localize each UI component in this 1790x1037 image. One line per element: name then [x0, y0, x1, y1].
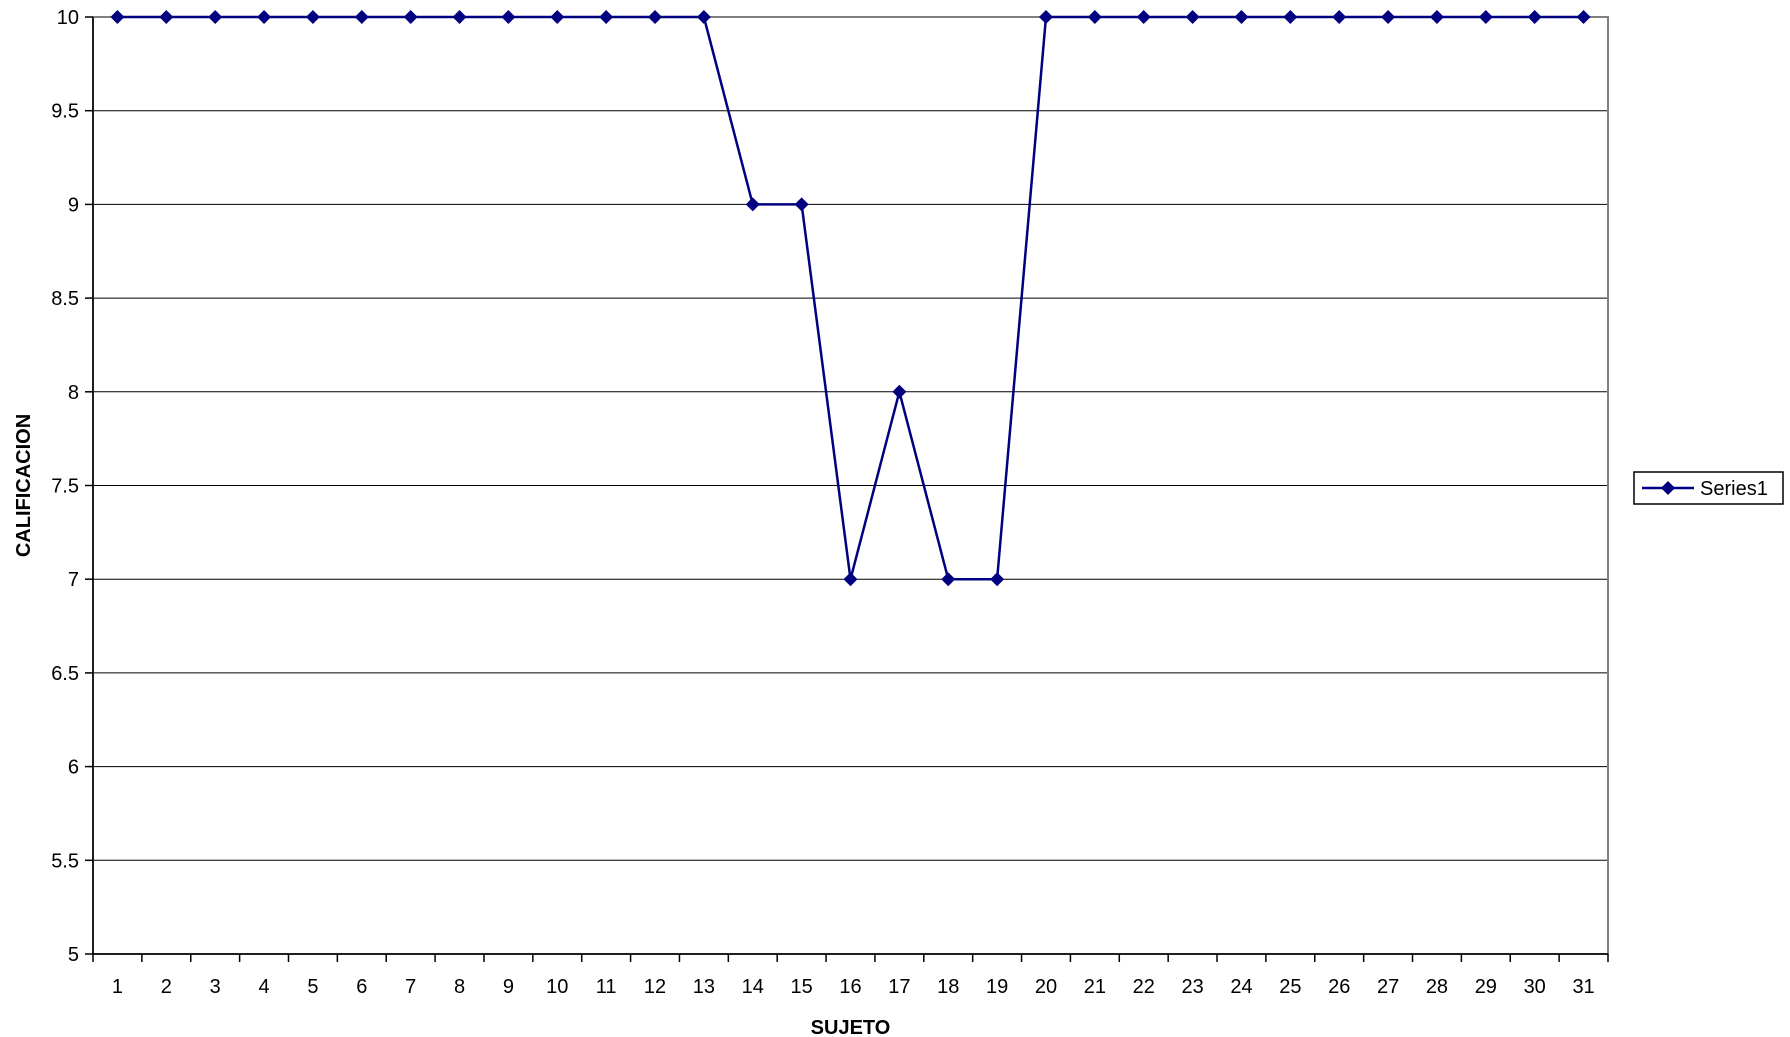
- data-point: [990, 572, 1005, 587]
- x-tick-label: 12: [644, 976, 666, 998]
- x-tick-label: 20: [1035, 976, 1057, 998]
- data-point: [354, 10, 369, 24]
- data-point: [257, 10, 272, 24]
- y-tick-label: 7.5: [51, 476, 79, 498]
- x-tick-label: 25: [1279, 976, 1301, 998]
- y-tick-label: 5: [68, 944, 79, 966]
- data-point: [1185, 10, 1200, 24]
- x-tick-label: 26: [1328, 976, 1350, 998]
- y-tick-label: 9: [68, 194, 79, 216]
- x-tick-label: 17: [888, 976, 910, 998]
- x-tick-label: 4: [258, 976, 269, 998]
- x-tick-label: 11: [596, 976, 617, 998]
- data-point: [696, 10, 711, 24]
- x-tick-label: 22: [1133, 976, 1155, 998]
- data-point: [159, 10, 174, 24]
- y-tick-label: 5.5: [51, 850, 79, 872]
- data-point: [1136, 10, 1151, 24]
- x-tick-label: 30: [1524, 976, 1546, 998]
- y-tick-label: 10: [57, 7, 79, 29]
- data-point: [892, 384, 907, 399]
- x-tick-label: 21: [1084, 976, 1106, 998]
- y-tick-label: 8.5: [51, 288, 79, 310]
- data-point: [1038, 10, 1053, 24]
- data-point: [1429, 10, 1444, 24]
- series-layer: [110, 10, 1591, 587]
- x-tick-label: 13: [693, 976, 715, 998]
- data-point: [1381, 10, 1396, 24]
- x-tick-label: 18: [937, 976, 959, 998]
- data-point: [941, 572, 956, 587]
- x-tick-label: 15: [791, 976, 813, 998]
- x-axis-tick-labels: 1 2 3 4 5 6 7 8 9 10 11 12 13 14 15 16 17 18 19 20 21 22 23 24 2…: [112, 976, 1595, 998]
- x-tick-label: 14: [742, 976, 764, 998]
- data-point: [1478, 10, 1493, 24]
- x-tick-label: 3: [210, 976, 221, 998]
- data-point: [452, 10, 467, 24]
- x-tick-label: 19: [986, 976, 1008, 998]
- x-tick-label: 28: [1426, 976, 1448, 998]
- x-tick-label: 6: [356, 976, 367, 998]
- data-point: [1283, 10, 1298, 24]
- x-tick-label: 7: [405, 976, 416, 998]
- x-tick-label: 8: [454, 976, 465, 998]
- x-tick-label: 5: [307, 976, 318, 998]
- data-point: [403, 10, 418, 24]
- y-tick-label: 9.5: [51, 101, 79, 123]
- x-tick-label: 27: [1377, 976, 1399, 998]
- legend-entry-series1: Series1: [1700, 478, 1768, 500]
- data-point: [794, 197, 809, 212]
- grid-lines: [93, 16, 1608, 955]
- x-tick-label: 2: [161, 976, 172, 998]
- legend-marker-diamond: [1661, 481, 1675, 495]
- y-axis-title: CALIFICACION: [13, 414, 35, 557]
- data-point: [648, 10, 663, 24]
- data-point: [1576, 10, 1591, 24]
- data-point: [745, 197, 760, 212]
- data-point: [550, 10, 565, 24]
- data-point: [1234, 10, 1249, 24]
- data-point: [1527, 10, 1542, 24]
- x-tick-label: 1: [112, 976, 123, 998]
- data-point: [843, 572, 858, 587]
- data-point: [1332, 10, 1347, 24]
- y-tick-label: 6: [68, 757, 79, 779]
- x-tick-label: 16: [839, 976, 861, 998]
- y-tick-label: 8: [68, 382, 79, 404]
- x-tick-label: 10: [546, 976, 568, 998]
- axes: [85, 16, 1609, 962]
- data-point: [208, 10, 223, 24]
- x-axis-title: SUJETO: [811, 1017, 891, 1037]
- y-tick-label: 6.5: [51, 663, 79, 685]
- x-tick-label: 23: [1181, 976, 1203, 998]
- data-point: [110, 10, 125, 24]
- legend: Series1: [1633, 471, 1784, 505]
- x-tick-label: 9: [503, 976, 514, 998]
- data-point: [501, 10, 516, 24]
- x-tick-label: 24: [1230, 976, 1252, 998]
- y-axis-tick-labels: 5 5.5 6 6.5 7 7.5 8 8.5 9 9.5 10: [51, 7, 79, 966]
- data-point: [599, 10, 614, 24]
- data-point: [305, 10, 320, 24]
- x-tick-label: 29: [1475, 976, 1497, 998]
- y-tick-label: 7: [68, 569, 79, 591]
- x-tick-label: 31: [1572, 976, 1594, 998]
- data-point: [1087, 10, 1102, 24]
